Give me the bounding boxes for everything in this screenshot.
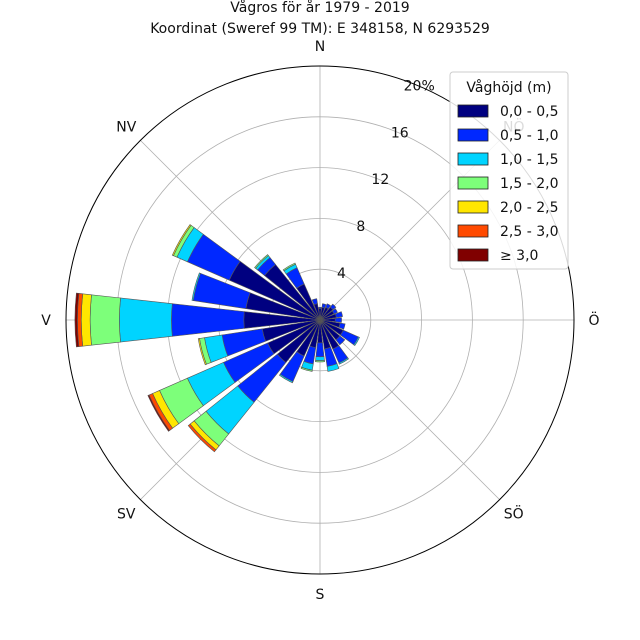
legend-label: 1,5 - 2,0 [500,176,558,192]
legend-items: 0,0 - 0,5 0,5 - 1,0 1,0 - 1,5 1,5 - 2,0 2,0 … [457,104,558,264]
rose-bar-segment [338,357,349,365]
rose-bar-segment [282,262,296,272]
rose-bar-segment [187,423,217,453]
rose-bar-segment [335,335,346,346]
direction-label: SÖ [504,505,524,523]
chart-subtitle: Koordinat (Sweref 99 TM): E 348158, N 62… [150,21,490,37]
legend-frame [449,71,569,270]
chart-title: Vågros för år 1979 - 2019 [230,0,409,16]
legend-label: 2,5 - 3,0 [500,224,558,240]
rose-bar-segment [338,322,346,330]
rose-bar-segment [311,298,318,306]
legend-label: 2,0 - 2,5 [500,200,558,216]
direction-label: NV [116,119,136,135]
rose-bar-segment [315,356,325,361]
rose-bar-segment [353,336,360,346]
radial-tick-label: 8 [356,219,365,235]
legend-swatch [457,104,489,118]
legend-label: 0,5 - 1,0 [500,128,558,144]
radial-tick-label: 12 [371,172,389,188]
rose-bar-segment [315,342,325,358]
rose-bar-segment [171,224,192,257]
legend-swatch [457,248,489,262]
rose-bar-segment [119,297,173,343]
direction-label: S [316,587,325,603]
legend-swatch [457,152,489,166]
rose-bar-segment [74,292,80,348]
legend: Våghöjd (m) 0,0 - 0,5 0,5 - 1,0 1,0 - 1,5 1… [449,71,569,270]
legend-label: ≥ 3,0 [500,248,538,264]
direction-label: SV [117,507,136,523]
legend-title: Våghöjd (m) [466,79,551,96]
grid-spoke [319,319,500,500]
rose-bar-segment [80,293,92,347]
rose-bar-segment [315,360,325,363]
legend-label: 0,0 - 0,5 [500,104,558,120]
direction-label: Ö [588,311,599,329]
rose-bar-segment [197,338,207,366]
rose-bar-segment [325,303,331,310]
direction-label: V [41,313,51,329]
outer-circle [65,65,575,575]
rose-bar-segment [191,272,201,301]
rose-bar-segment [147,394,170,432]
rose-bar-segment [254,254,269,269]
legend-swatch [457,128,489,142]
rose-bar-segment [331,308,338,315]
rose-bar-segment [300,366,313,372]
rose-bar-segment [89,294,121,346]
rose-bar-segment [334,311,343,318]
radial-tick-label: 4 [337,266,346,282]
rose-bar-segment [321,303,327,309]
legend-label: 1,0 - 1,5 [500,152,558,168]
legend-swatch [457,200,489,214]
rose-bar-segment [326,363,340,372]
legend-swatch [457,176,489,190]
rose-bars [74,224,360,453]
radial-tick-label: 16 [391,125,409,141]
legend-swatch [457,224,489,238]
rose-bar-segment [278,373,294,384]
direction-label: N [315,39,325,55]
rose-bar-segment [329,303,337,311]
rose-bar-segment [171,303,245,337]
rose-bar-segment [318,307,322,309]
rose-bar-segment [334,317,342,323]
